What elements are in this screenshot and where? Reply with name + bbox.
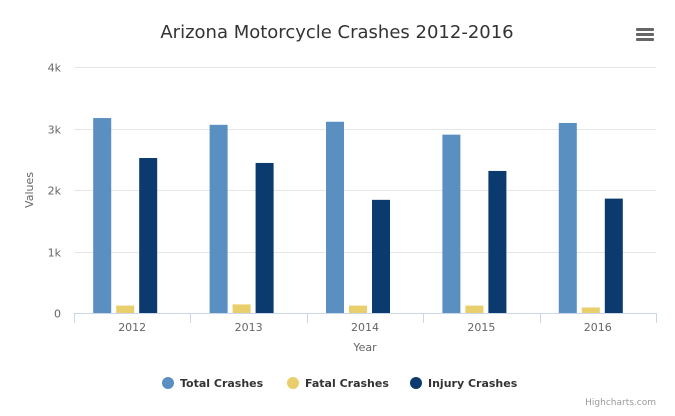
x-tick-label: 2015 bbox=[467, 321, 495, 334]
credits-link[interactable]: Highcharts.com bbox=[585, 398, 656, 408]
legend: Total Crashes Fatal Crashes Injury Crashes bbox=[162, 377, 518, 390]
bar-total-crashes[interactable] bbox=[558, 122, 577, 313]
bar-total-crashes[interactable] bbox=[442, 134, 461, 313]
x-tick-label: 2013 bbox=[235, 321, 263, 334]
y-tick-label: 0 bbox=[54, 308, 61, 321]
legend-marker bbox=[162, 377, 174, 389]
bar-total-crashes[interactable] bbox=[93, 118, 112, 313]
bar-injury-crashes[interactable] bbox=[372, 199, 390, 313]
bar-fatal-crashes[interactable] bbox=[465, 305, 484, 313]
legend-marker bbox=[287, 377, 299, 389]
legend-label: Fatal Crashes bbox=[305, 377, 389, 390]
x-tick-label: 2012 bbox=[118, 321, 146, 334]
x-axis-title: Year bbox=[352, 341, 377, 354]
bar-fatal-crashes[interactable] bbox=[232, 304, 251, 313]
bar-fatal-crashes[interactable] bbox=[581, 307, 600, 313]
legend-marker bbox=[410, 377, 422, 389]
bar-injury-crashes[interactable] bbox=[139, 158, 158, 313]
y-tick-label: 4k bbox=[48, 62, 62, 75]
hamburger-menu-icon[interactable] bbox=[630, 22, 660, 48]
bar-injury-crashes[interactable] bbox=[488, 170, 507, 313]
bar-total-crashes[interactable] bbox=[209, 124, 228, 313]
bar-total-crashes[interactable] bbox=[326, 121, 344, 313]
y-axis-title: Values bbox=[23, 172, 36, 208]
bar-injury-crashes[interactable] bbox=[255, 162, 274, 313]
legend-label: Total Crashes bbox=[180, 377, 264, 390]
chart-title: Arizona Motorcycle Crashes 2012-2016 bbox=[160, 22, 513, 43]
bars bbox=[93, 118, 623, 313]
bar-injury-crashes[interactable] bbox=[604, 198, 623, 313]
legend-item-total-crashes[interactable]: Total Crashes bbox=[162, 377, 264, 390]
legend-label: Injury Crashes bbox=[428, 377, 518, 390]
bar-fatal-crashes[interactable] bbox=[349, 305, 367, 313]
y-tick-label: 1k bbox=[48, 247, 62, 260]
x-tick-label: 2014 bbox=[351, 321, 379, 334]
x-tick-label: 2016 bbox=[584, 321, 612, 334]
x-axis: 2012 2013 2014 2015 2016 bbox=[74, 313, 657, 334]
y-axis-ticks: 0 1k 2k 3k 4k bbox=[48, 62, 62, 321]
y-tick-label: 2k bbox=[48, 185, 62, 198]
legend-item-fatal-crashes[interactable]: Fatal Crashes bbox=[287, 377, 389, 390]
bar-fatal-crashes[interactable] bbox=[116, 305, 135, 313]
legend-item-injury-crashes[interactable]: Injury Crashes bbox=[410, 377, 518, 390]
y-tick-label: 3k bbox=[48, 124, 62, 137]
